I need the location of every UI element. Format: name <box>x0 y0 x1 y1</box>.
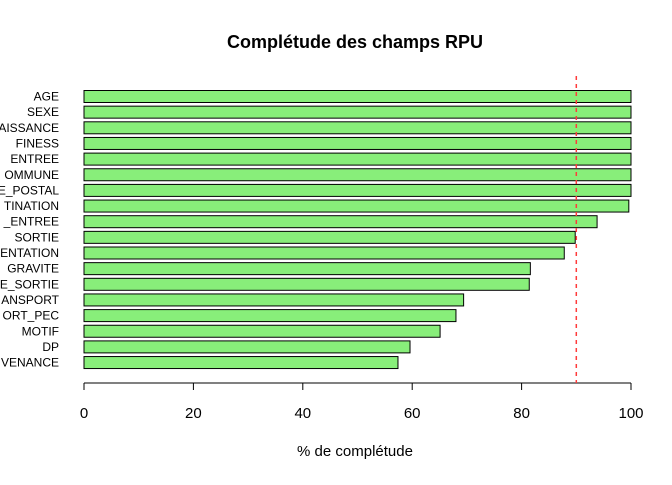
bar-entree <box>83 152 632 166</box>
bar-naissance <box>83 121 632 135</box>
bar-provenance <box>83 356 399 370</box>
category-label: AGE <box>34 90 59 104</box>
category-label: ENTATION <box>0 246 59 260</box>
x-tick-label: 100 <box>618 405 643 422</box>
bars-group <box>83 90 632 370</box>
bar-motif <box>83 324 441 338</box>
x-axis-label: % de complétude <box>297 443 413 460</box>
bar-finess <box>83 136 632 150</box>
bar-sortie <box>83 230 576 244</box>
x-tick-label: 20 <box>185 405 202 422</box>
category-label: MOTIF <box>22 324 59 338</box>
category-label: ANSPORT <box>1 293 59 307</box>
bar-transport <box>83 293 465 307</box>
bar-age <box>83 90 632 103</box>
category-label: ENTREE <box>10 152 59 166</box>
bar-sexe <box>83 105 632 119</box>
category-label: VENANCE <box>1 356 59 370</box>
bar-dp <box>83 340 411 354</box>
chart-title: Complétude des champs RPU <box>227 32 483 52</box>
bar-destination <box>83 199 630 213</box>
category-label: _ENTREE <box>3 215 59 229</box>
category-label: OMMUNE <box>4 168 59 182</box>
bar-code-postal <box>83 183 632 197</box>
bar-gravite <box>83 262 531 276</box>
category-label: SORTIE <box>15 230 59 244</box>
x-tick-label: 40 <box>294 405 311 422</box>
category-label: E_POSTAL <box>0 183 59 197</box>
category-label: AISSANCE <box>0 121 59 135</box>
x-tick-label: 0 <box>80 405 88 422</box>
category-label: GRAVITE <box>7 262 59 276</box>
x-axis: 0 20 40 60 80 100 <box>80 382 644 422</box>
x-tick-label: 80 <box>513 405 530 422</box>
category-label: ORT_PEC <box>3 309 60 323</box>
category-label: E_SORTIE <box>0 277 59 291</box>
category-label: SEXE <box>27 105 59 119</box>
category-label: FINESS <box>16 136 59 150</box>
bar-transport-pec <box>83 309 457 323</box>
category-label: TINATION <box>4 199 59 213</box>
category-label: DP <box>42 340 59 354</box>
bar-commune <box>83 168 632 182</box>
bar-orientation <box>83 246 565 260</box>
bar-mode-entree <box>83 215 598 229</box>
bar-mode-sortie <box>83 277 530 291</box>
x-tick-label: 60 <box>404 405 421 422</box>
